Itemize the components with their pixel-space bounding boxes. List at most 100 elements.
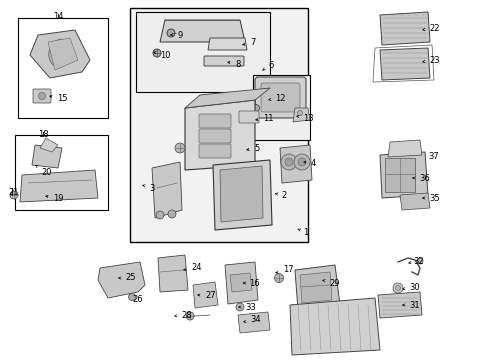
- Polygon shape: [32, 145, 62, 168]
- Circle shape: [185, 312, 194, 320]
- Text: 4: 4: [303, 158, 316, 167]
- Text: 3: 3: [142, 184, 154, 193]
- Text: 13: 13: [296, 113, 313, 122]
- Ellipse shape: [49, 39, 71, 67]
- FancyBboxPatch shape: [203, 56, 244, 66]
- Polygon shape: [158, 255, 187, 292]
- Text: 1: 1: [297, 228, 307, 237]
- Text: 26: 26: [132, 295, 142, 304]
- Polygon shape: [207, 38, 246, 50]
- Polygon shape: [40, 138, 58, 152]
- Text: 6: 6: [262, 60, 273, 70]
- Polygon shape: [379, 48, 429, 80]
- Polygon shape: [224, 262, 258, 304]
- Bar: [18, 18, 108, 118]
- Polygon shape: [193, 282, 218, 308]
- Text: 34: 34: [243, 315, 260, 324]
- Text: 31: 31: [402, 301, 419, 310]
- Bar: [252, 75, 309, 140]
- Polygon shape: [184, 100, 254, 170]
- Text: 7: 7: [242, 37, 255, 46]
- Text: 15: 15: [50, 94, 67, 103]
- FancyBboxPatch shape: [33, 89, 51, 103]
- Polygon shape: [377, 292, 421, 318]
- Polygon shape: [379, 12, 429, 45]
- Text: 10: 10: [153, 50, 170, 59]
- Circle shape: [167, 29, 175, 37]
- Text: 2: 2: [275, 190, 285, 199]
- Text: 37: 37: [427, 152, 438, 161]
- Bar: [130, 8, 307, 242]
- FancyBboxPatch shape: [261, 83, 299, 112]
- Text: 32: 32: [408, 257, 423, 266]
- Polygon shape: [152, 162, 182, 218]
- Polygon shape: [30, 30, 90, 78]
- Circle shape: [10, 191, 18, 199]
- Text: 11: 11: [255, 113, 273, 122]
- Polygon shape: [379, 152, 427, 198]
- Text: 24: 24: [183, 264, 201, 273]
- FancyBboxPatch shape: [254, 77, 305, 118]
- Circle shape: [175, 143, 184, 153]
- Circle shape: [39, 93, 45, 99]
- Polygon shape: [213, 160, 271, 230]
- FancyBboxPatch shape: [199, 114, 230, 128]
- Polygon shape: [289, 298, 379, 355]
- Text: 21: 21: [8, 188, 19, 197]
- Text: 35: 35: [422, 194, 439, 202]
- Text: 9: 9: [170, 31, 182, 40]
- Polygon shape: [184, 88, 269, 108]
- Polygon shape: [229, 273, 251, 292]
- Polygon shape: [220, 166, 263, 222]
- Polygon shape: [20, 170, 98, 202]
- Circle shape: [281, 154, 296, 170]
- Polygon shape: [299, 272, 331, 303]
- Text: 22: 22: [422, 23, 439, 32]
- Text: 14: 14: [53, 12, 63, 21]
- Text: 8: 8: [227, 59, 240, 68]
- Circle shape: [392, 283, 402, 293]
- Circle shape: [293, 154, 309, 170]
- Text: 18: 18: [38, 130, 48, 139]
- Bar: [15, 135, 108, 210]
- Circle shape: [274, 274, 283, 283]
- Text: 27: 27: [197, 291, 215, 300]
- Bar: [384, 158, 414, 192]
- Polygon shape: [98, 262, 145, 298]
- Circle shape: [168, 210, 176, 218]
- Circle shape: [128, 293, 135, 301]
- Text: 12: 12: [268, 94, 285, 103]
- Circle shape: [252, 104, 259, 112]
- Polygon shape: [48, 38, 78, 70]
- Circle shape: [416, 258, 422, 264]
- Text: 5: 5: [246, 144, 259, 153]
- Circle shape: [285, 158, 292, 166]
- Polygon shape: [238, 312, 269, 333]
- FancyBboxPatch shape: [239, 111, 259, 123]
- Text: 30: 30: [402, 284, 419, 292]
- Polygon shape: [399, 193, 429, 210]
- Polygon shape: [160, 20, 244, 42]
- Circle shape: [297, 111, 302, 116]
- Polygon shape: [294, 265, 339, 310]
- Polygon shape: [387, 140, 421, 157]
- Polygon shape: [280, 145, 311, 183]
- Text: 36: 36: [412, 174, 429, 183]
- FancyBboxPatch shape: [199, 129, 230, 143]
- Text: 25: 25: [119, 274, 135, 283]
- Bar: [136, 12, 269, 92]
- Circle shape: [153, 49, 161, 57]
- Text: 23: 23: [422, 55, 439, 64]
- Text: 17: 17: [275, 266, 293, 274]
- Text: 20: 20: [36, 165, 51, 176]
- Polygon shape: [292, 108, 309, 122]
- Text: 28: 28: [174, 310, 191, 320]
- Text: 19: 19: [46, 194, 63, 202]
- FancyBboxPatch shape: [199, 144, 230, 158]
- Circle shape: [395, 285, 400, 291]
- Text: 29: 29: [322, 279, 339, 288]
- Text: 16: 16: [243, 279, 259, 288]
- Circle shape: [156, 211, 163, 219]
- Circle shape: [236, 303, 244, 311]
- Text: 33: 33: [238, 302, 255, 311]
